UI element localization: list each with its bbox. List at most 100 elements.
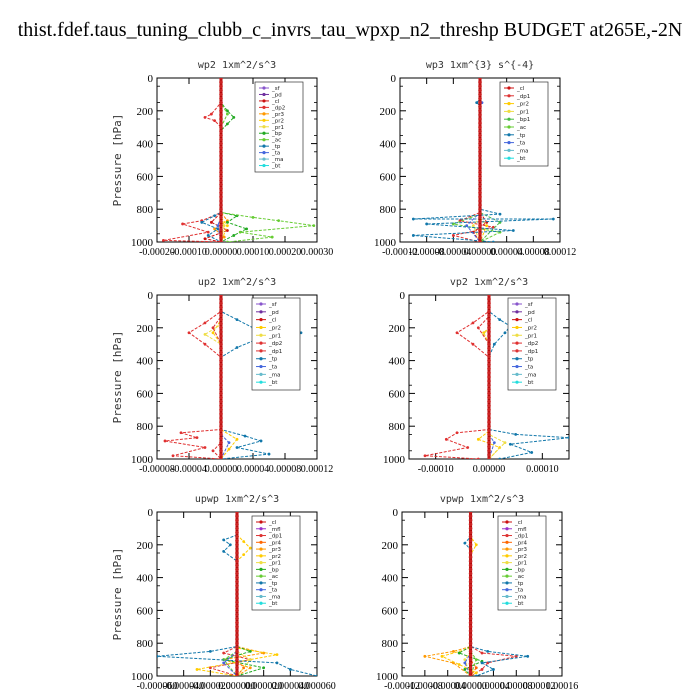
- x-tick-label: -0.000020: [190, 681, 231, 692]
- zero-line-marker: [468, 645, 473, 650]
- series-point: [275, 653, 279, 657]
- y-tick-label: 800: [137, 204, 154, 216]
- series-point: [463, 661, 467, 665]
- legend-marker: [505, 574, 509, 578]
- zero-line-marker: [219, 145, 223, 150]
- zero-line-marker: [468, 563, 473, 568]
- series-point: [492, 668, 495, 671]
- legend-label: _tp: [271, 144, 281, 150]
- series-point: [503, 441, 507, 444]
- legend-marker: [515, 364, 519, 369]
- series-line-dp1: [210, 512, 251, 676]
- series-point: [222, 235, 226, 239]
- y-tick-label: 1000: [383, 454, 406, 466]
- series-group: [157, 512, 317, 676]
- zero-line-marker: [468, 538, 473, 543]
- zero-line-marker: [235, 579, 239, 584]
- series-point: [181, 222, 185, 226]
- x-tick-label: 0.00008: [269, 464, 302, 475]
- zero-line-marker: [468, 653, 473, 658]
- x-tick-label: 0.00008: [500, 681, 533, 692]
- legend-marker: [262, 131, 266, 135]
- zero-line-marker: [219, 453, 223, 457]
- zero-line-marker: [235, 620, 239, 625]
- legend-label: _ma: [524, 372, 536, 378]
- x-tick-label: 0.00000: [205, 464, 238, 475]
- series-point: [210, 220, 213, 224]
- series-point: [423, 454, 427, 458]
- legend-label: _pd: [271, 92, 282, 98]
- zero-line-marker: [219, 154, 223, 158]
- zero-line-marker: [478, 223, 482, 228]
- series-point: [222, 651, 226, 655]
- x-tick-label: -0.000040: [163, 681, 204, 692]
- series-point: [235, 318, 239, 321]
- zero-line-marker: [219, 346, 223, 351]
- zero-line-marker: [219, 449, 223, 453]
- legend-marker: [515, 310, 519, 314]
- zero-line-marker: [219, 321, 223, 326]
- zero-line-marker: [487, 428, 491, 433]
- zero-line-marker: [235, 604, 239, 609]
- series-point: [206, 234, 210, 237]
- zero-line-marker: [219, 295, 223, 297]
- legend-marker: [262, 92, 266, 97]
- legend-marker: [515, 333, 519, 337]
- zero-line-marker: [235, 530, 239, 535]
- zero-line-marker: [219, 227, 223, 232]
- zero-line-marker: [235, 588, 239, 592]
- legend-label: _pr2: [271, 118, 284, 124]
- x-tick-label: 0.00000: [464, 247, 497, 258]
- legend-label: _dp2: [268, 341, 282, 347]
- zero-line-marker: [219, 338, 223, 342]
- zero-line-marker: [219, 121, 223, 125]
- legend-marker: [259, 325, 263, 330]
- zero-line-marker: [468, 530, 473, 535]
- y-tick-label: 1000: [374, 237, 397, 249]
- legend-marker: [262, 163, 266, 168]
- y-tick-label: 800: [137, 638, 154, 650]
- series-point: [475, 101, 479, 104]
- legend-label: _sf: [524, 302, 534, 308]
- zero-line-marker: [468, 666, 473, 670]
- series-point: [179, 431, 183, 435]
- legend-marker: [262, 105, 266, 109]
- legend-label: _ac: [268, 574, 278, 580]
- zero-line-marker: [468, 633, 473, 637]
- zero-line-marker: [478, 199, 482, 203]
- zero-line-marker: [487, 354, 491, 359]
- series-point: [275, 661, 279, 665]
- zero-line-marker: [219, 195, 223, 199]
- y-tick-label: 600: [137, 605, 154, 617]
- zero-line-marker: [487, 436, 491, 441]
- zero-line-marker: [235, 534, 239, 539]
- series-point: [211, 449, 215, 453]
- zero-line-marker: [219, 379, 223, 383]
- zero-line-marker: [487, 358, 491, 363]
- series-point: [200, 220, 204, 224]
- y-tick-label: 600: [137, 171, 154, 183]
- legend-label: _sf: [268, 302, 278, 308]
- series-point: [476, 457, 480, 459]
- legend-label: _bt: [271, 164, 281, 170]
- y-tick-label: 1000: [376, 671, 399, 683]
- legend-marker: [262, 99, 266, 103]
- legend: _cl_mfl_dp1_pr4_pr3_pr2_pr1_bp_ac_tp_ta_…: [497, 515, 547, 611]
- zero-line-marker: [478, 92, 482, 97]
- series-point: [444, 437, 448, 441]
- legend-label: _bp: [268, 567, 279, 573]
- legend-marker: [262, 157, 266, 161]
- legend-label: _dp1: [514, 534, 528, 540]
- legend-label: _pd: [268, 310, 279, 316]
- zero-line-marker: [468, 534, 473, 539]
- zero-line-marker: [487, 379, 491, 383]
- zero-line-marker: [468, 592, 473, 596]
- legend-marker: [507, 94, 511, 98]
- zero-line-marker: [468, 584, 473, 588]
- legend-marker: [259, 588, 263, 592]
- series-group: [162, 78, 316, 242]
- legend: _sf _pd _cl_pr2 _pr1 _dp2 _dp1 _tp _ta_ma _bt: [251, 297, 301, 391]
- series-point: [457, 663, 461, 666]
- x-tick-label: -0.00010: [171, 247, 207, 258]
- series-point: [262, 666, 266, 670]
